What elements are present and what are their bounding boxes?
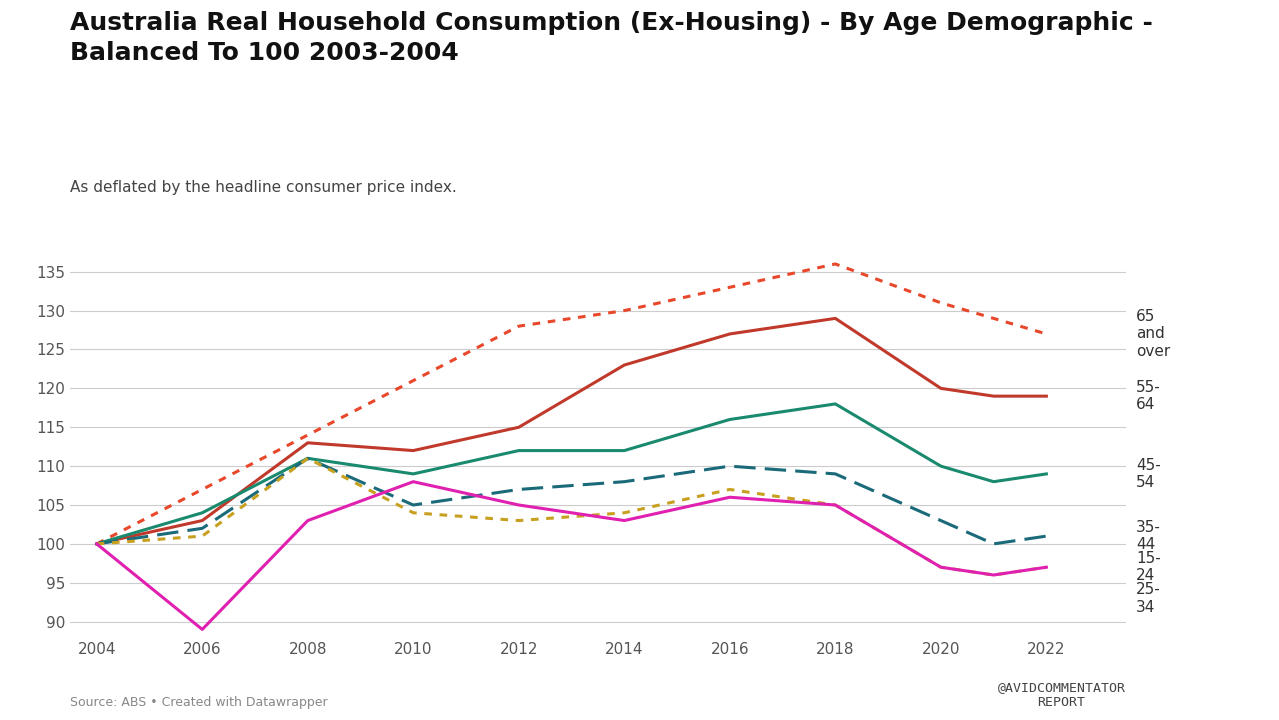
Text: 25-
34: 25- 34 — [1136, 582, 1161, 614]
Text: 55-
64: 55- 64 — [1136, 380, 1161, 413]
Text: @AVIDCOMMENTATOR
REPORT: @AVIDCOMMENTATOR REPORT — [998, 681, 1126, 709]
Text: 65
and
over: 65 and over — [1136, 309, 1170, 359]
Text: 15-
24: 15- 24 — [1136, 551, 1161, 583]
Text: As deflated by the headline consumer price index.: As deflated by the headline consumer pri… — [70, 180, 457, 195]
Text: 35-
44: 35- 44 — [1136, 520, 1161, 552]
Text: 45-
54: 45- 54 — [1136, 458, 1161, 490]
Text: Source: ABS • Created with Datawrapper: Source: ABS • Created with Datawrapper — [70, 696, 327, 709]
Text: Australia Real Household Consumption (Ex-Housing) - By Age Demographic -
Balance: Australia Real Household Consumption (Ex… — [70, 11, 1154, 65]
